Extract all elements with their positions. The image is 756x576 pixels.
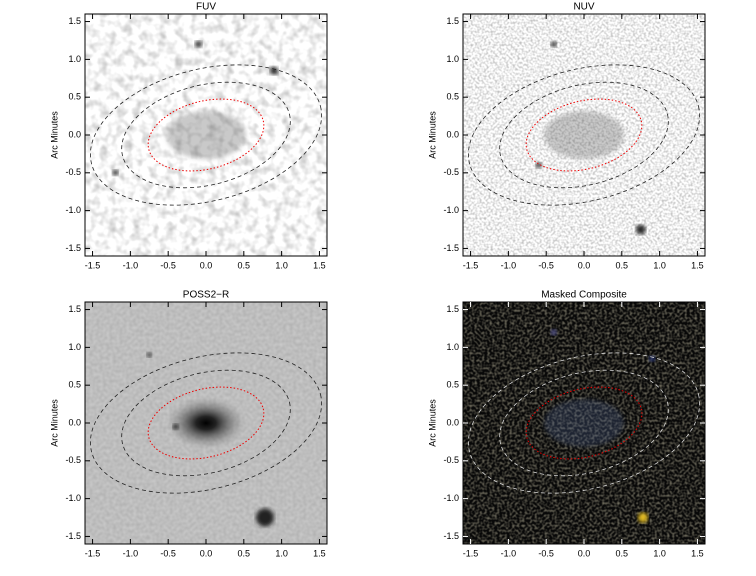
star bbox=[112, 169, 119, 176]
x-tick-label: 0.5 bbox=[616, 548, 629, 558]
galaxy bbox=[166, 397, 246, 449]
y-tick-label: -1.0 bbox=[65, 205, 81, 215]
panel: NUV Arc Minutes -1.5 -1.0 -0.5 0.0 0.5 1.0 1.5 -1… bbox=[427, 2, 706, 270]
y-tick-label: -1.0 bbox=[443, 205, 459, 215]
aperture-outer bbox=[467, 352, 701, 494]
x-tick-label: 0.5 bbox=[238, 260, 251, 270]
star bbox=[635, 224, 646, 235]
aperture-outer bbox=[467, 64, 701, 206]
y-tick-label: 1.0 bbox=[446, 342, 459, 352]
y-tick-label: 1.0 bbox=[446, 54, 459, 64]
panel-title: FUV bbox=[196, 2, 216, 13]
y-tick-label: -0.5 bbox=[65, 455, 81, 465]
panel-title: Masked Composite bbox=[541, 290, 627, 301]
x-tick-label: 1.5 bbox=[313, 260, 326, 270]
x-tick-label: -1.5 bbox=[463, 548, 479, 558]
x-tick-label: -1.5 bbox=[463, 260, 479, 270]
star bbox=[146, 352, 152, 358]
x-tick-label: 0.5 bbox=[616, 260, 629, 270]
y-tick-label: -0.5 bbox=[443, 455, 459, 465]
star bbox=[535, 162, 542, 169]
x-tick-label: 1.0 bbox=[275, 548, 288, 558]
star bbox=[649, 355, 656, 362]
y-tick-label: 1.5 bbox=[68, 16, 81, 26]
y-axis-label: Arc Minutes bbox=[427, 399, 437, 447]
x-tick-label: 1.5 bbox=[691, 548, 704, 558]
y-tick-label: 0.5 bbox=[446, 92, 459, 102]
panel: FUV Arc Minutes -1.5 -1.0 -0.5 0.0 0.5 1.0 1.5 -1… bbox=[49, 2, 328, 270]
aperture-middle bbox=[499, 369, 669, 477]
x-tick-label: -0.5 bbox=[160, 260, 176, 270]
x-tick-label: -1.0 bbox=[123, 260, 139, 270]
y-tick-label: -1.5 bbox=[443, 243, 459, 253]
aperture-middle bbox=[121, 369, 291, 477]
star bbox=[550, 41, 557, 48]
y-tick-label: 0.5 bbox=[68, 92, 81, 102]
y-tick-label: 0.0 bbox=[68, 417, 81, 427]
galaxy bbox=[544, 111, 624, 159]
x-tick-label: 1.0 bbox=[275, 260, 288, 270]
x-tick-label: -1.5 bbox=[85, 548, 101, 558]
aperture-outer bbox=[89, 64, 323, 206]
y-tick-label: 0.0 bbox=[68, 129, 81, 139]
y-tick-label: 1.0 bbox=[68, 342, 81, 352]
x-tick-label: -1.0 bbox=[501, 548, 517, 558]
y-tick-label: 1.5 bbox=[446, 16, 459, 26]
aperture-middle bbox=[499, 81, 669, 189]
galaxy bbox=[544, 399, 624, 447]
x-tick-label: 0.0 bbox=[578, 260, 591, 270]
panel-title: NUV bbox=[573, 2, 594, 13]
panel: Masked Composite Arc Minutes -1.5 -1.0 -0.5 0… bbox=[427, 290, 706, 558]
x-tick-label: -1.0 bbox=[501, 260, 517, 270]
panel: POSS2−R Arc Minutes -1.5 -1.0 -0.5 0.0 0.5 1.0 1… bbox=[49, 290, 328, 558]
y-tick-label: 0.5 bbox=[68, 380, 81, 390]
x-tick-label: 0.0 bbox=[200, 548, 213, 558]
y-axis-label: Arc Minutes bbox=[427, 111, 437, 159]
star bbox=[172, 423, 179, 430]
y-tick-label: 1.5 bbox=[446, 304, 459, 314]
star bbox=[194, 40, 202, 48]
y-axis-label: Arc Minutes bbox=[49, 399, 59, 447]
star bbox=[270, 66, 279, 75]
y-tick-label: -1.5 bbox=[65, 243, 81, 253]
x-tick-label: -1.5 bbox=[85, 260, 101, 270]
star bbox=[550, 329, 557, 336]
y-tick-label: -1.0 bbox=[65, 493, 81, 503]
aperture-inner bbox=[147, 98, 265, 172]
aperture-middle bbox=[121, 81, 291, 189]
x-tick-label: -1.0 bbox=[123, 548, 139, 558]
y-tick-label: -0.5 bbox=[443, 167, 459, 177]
y-tick-label: 1.5 bbox=[68, 304, 81, 314]
y-tick-label: -1.5 bbox=[443, 531, 459, 541]
x-tick-label: 1.0 bbox=[653, 548, 666, 558]
x-tick-label: -0.5 bbox=[538, 548, 554, 558]
panel-title: POSS2−R bbox=[183, 290, 229, 301]
y-tick-label: 0.0 bbox=[446, 417, 459, 427]
y-tick-label: 0.0 bbox=[446, 129, 459, 139]
y-tick-label: -0.5 bbox=[65, 167, 81, 177]
y-tick-label: -1.5 bbox=[65, 531, 81, 541]
star bbox=[637, 512, 648, 523]
star bbox=[255, 508, 274, 527]
y-tick-label: 0.5 bbox=[446, 380, 459, 390]
x-tick-label: 1.0 bbox=[653, 260, 666, 270]
x-tick-label: -0.5 bbox=[160, 548, 176, 558]
y-tick-label: 1.0 bbox=[68, 54, 81, 64]
x-tick-label: 1.5 bbox=[313, 548, 326, 558]
galaxy bbox=[166, 111, 246, 159]
x-tick-label: 0.5 bbox=[238, 548, 251, 558]
x-tick-label: 1.5 bbox=[691, 260, 704, 270]
y-axis-label: Arc Minutes bbox=[49, 111, 59, 159]
y-tick-label: -1.0 bbox=[443, 493, 459, 503]
x-tick-label: 0.0 bbox=[578, 548, 591, 558]
x-tick-label: 0.0 bbox=[200, 260, 213, 270]
aperture-inner bbox=[525, 98, 643, 172]
x-tick-label: -0.5 bbox=[538, 260, 554, 270]
aperture-outer bbox=[89, 352, 323, 494]
